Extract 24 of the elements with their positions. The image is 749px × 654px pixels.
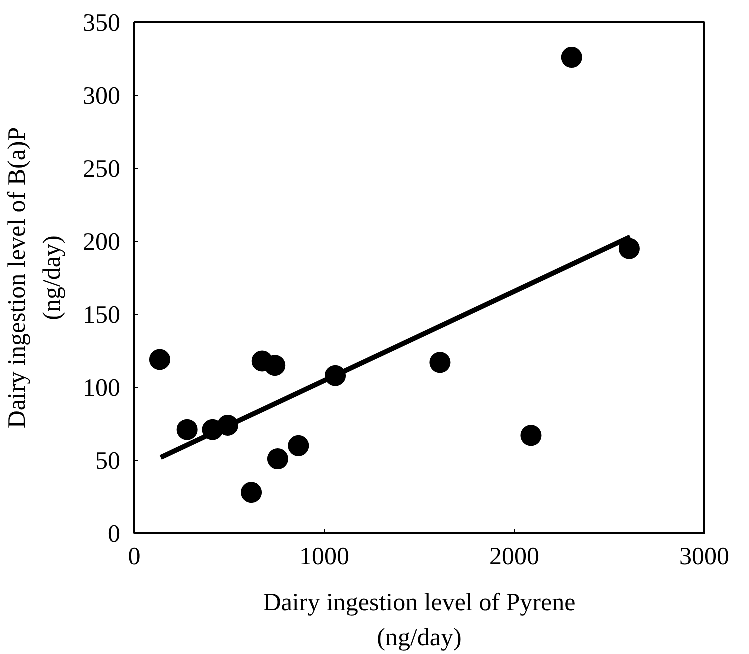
point <box>149 349 170 370</box>
point <box>176 419 198 440</box>
point <box>430 352 451 374</box>
point <box>561 47 582 68</box>
x-tick-label: 2000 <box>490 544 540 570</box>
x-tick-label: 3000 <box>680 544 730 570</box>
y-tick-label: 50 <box>96 448 120 475</box>
y-tick-label: 350 <box>83 10 120 37</box>
y-tick-label: 100 <box>83 375 120 402</box>
x-axis-title: Dairy ingestion level of Pyrene (ng/day) <box>263 590 576 652</box>
x-tick-label: 0 <box>128 544 141 570</box>
y-tick-label: 300 <box>83 83 120 110</box>
point <box>264 355 286 376</box>
y-tick-label: 250 <box>83 156 120 183</box>
y-tick-label: 200 <box>83 229 120 256</box>
point <box>288 435 310 456</box>
y-axis-title: Dairy ingestion level of B(a)P (ng/day) <box>4 127 66 429</box>
y-tick-label: 150 <box>83 302 120 329</box>
point <box>241 482 262 504</box>
point <box>267 448 288 470</box>
x-tick-label: 1000 <box>300 544 350 570</box>
y-tick-label: 0 <box>108 521 120 548</box>
point <box>618 238 640 260</box>
point <box>520 425 542 446</box>
